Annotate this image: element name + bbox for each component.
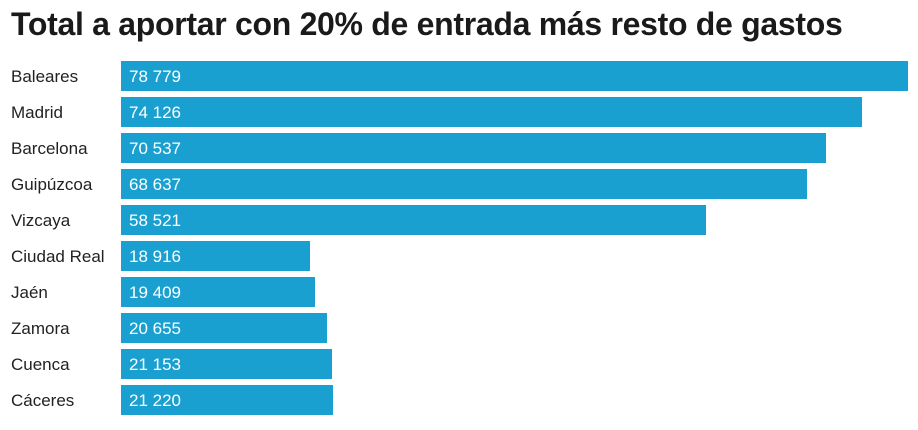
- value-label: 74 126: [129, 103, 181, 122]
- bar: [121, 97, 862, 127]
- value-label: 19 409: [129, 283, 181, 302]
- category-label: Cuenca: [11, 355, 70, 374]
- category-label: Zamora: [11, 319, 70, 338]
- chart-title: Total a aportar con 20% de entrada más r…: [11, 6, 843, 42]
- value-label: 20 655: [129, 319, 181, 338]
- category-label: Ciudad Real: [11, 247, 105, 266]
- bar: [121, 313, 327, 343]
- bar: [121, 277, 315, 307]
- value-label: 68 637: [129, 175, 181, 194]
- value-label: 18 916: [129, 247, 181, 266]
- category-label: Guipúzcoa: [11, 175, 93, 194]
- value-label: 21 220: [129, 391, 181, 410]
- category-label: Barcelona: [11, 139, 88, 158]
- category-label: Vizcaya: [11, 211, 71, 230]
- bar: [121, 61, 908, 91]
- value-label: 21 153: [129, 355, 181, 374]
- bar: [121, 169, 807, 199]
- bar: [121, 241, 310, 271]
- category-label: Baleares: [11, 67, 78, 86]
- bar: [121, 133, 826, 163]
- category-label: Madrid: [11, 103, 63, 122]
- bar: [121, 349, 332, 379]
- category-label: Jaén: [11, 283, 48, 302]
- bar: [121, 385, 333, 415]
- value-label: 58 521: [129, 211, 181, 230]
- bar: [121, 205, 706, 235]
- category-label: Cáceres: [11, 391, 74, 410]
- value-label: 78 779: [129, 67, 181, 86]
- value-label: 70 537: [129, 139, 181, 158]
